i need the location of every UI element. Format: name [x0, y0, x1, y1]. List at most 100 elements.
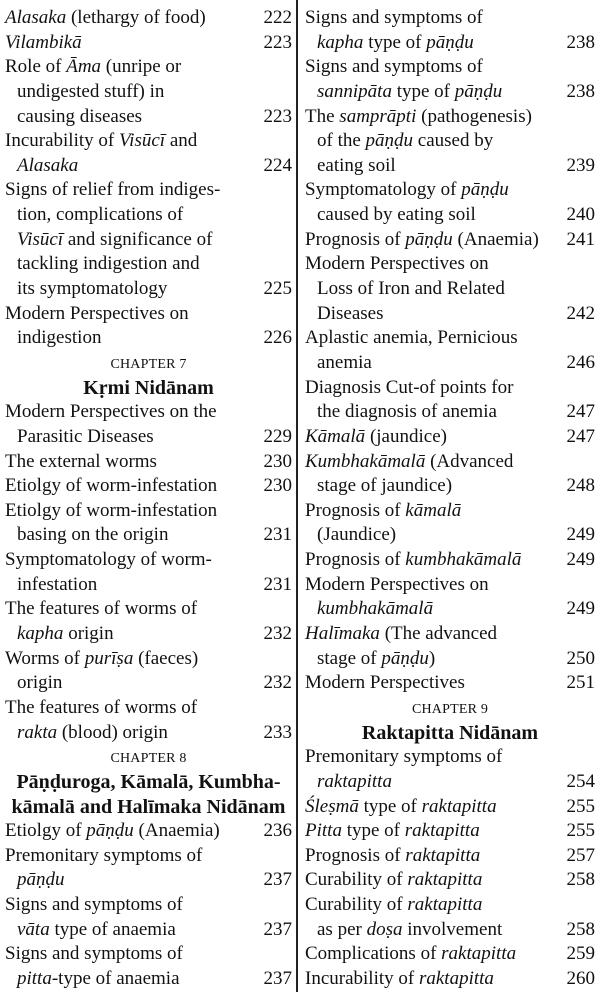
toc-entry: Signs and symptoms of vāta type of anaemi…: [5, 893, 292, 942]
entry-text-italic: pāṇḍu: [461, 179, 509, 201]
page-number: 255: [566, 820, 596, 842]
entry-text: Diagnosis Cut-of points for: [305, 376, 514, 398]
entry-line: The external worms 230: [5, 450, 292, 475]
entry-text: (Anaemia): [133, 820, 220, 842]
entry-text-italic: doṣa: [366, 918, 403, 940]
page-number: 238: [566, 31, 596, 53]
page-number: 251: [566, 672, 596, 694]
entry-text: Parasitic Diseases: [17, 425, 154, 447]
entry-text-italic: Alasaka: [5, 7, 67, 28]
entry-text-italic: pāṇḍu: [381, 647, 429, 669]
entry-line: Premonitary symptoms of: [305, 745, 595, 770]
entry-text: Premonitary symptoms of: [5, 844, 203, 866]
entry-text-italic: purīṣa: [84, 647, 134, 669]
entry-text-italic: sannipāta: [317, 80, 392, 102]
entry-line: kumbhakāmalā 249: [305, 597, 595, 622]
toc-entry: Etiolgy of worm-infestation 230: [5, 474, 292, 499]
page-number: 255: [566, 795, 596, 817]
entry-text: undigested stuff) in: [17, 80, 165, 102]
entry-text: type of: [341, 820, 405, 842]
entry-text: tion, complications of: [17, 204, 184, 226]
entry-text: Signs and symptoms of: [305, 56, 483, 78]
entry-line: indigestion 226: [5, 326, 292, 351]
entry-text-italic: Visūcī: [17, 228, 64, 250]
entry-text: Signs of relief from indiges-: [5, 179, 221, 201]
page-number: 241: [566, 228, 596, 250]
page-number: 232: [263, 672, 293, 694]
entry-text: Modern Perspectives on the: [5, 401, 217, 423]
entry-text-italic: Visūcī: [118, 130, 166, 152]
chapter-label: CHAPTER 8: [110, 751, 187, 767]
toc-entry: The features of worms of rakta (blood) or…: [5, 696, 292, 745]
entry-text-italic: Halīmaka: [305, 623, 380, 645]
toc-entry: Signs and symptoms of sannipāta type of p…: [305, 55, 595, 104]
page-number: 258: [566, 869, 596, 891]
entry-line: Prognosis of kāmalā: [305, 499, 595, 524]
entry-line: Diseases 242: [305, 302, 595, 327]
entry-text: of the: [317, 130, 366, 152]
entry-text: Prognosis of: [305, 499, 406, 521]
entry-text: and: [165, 130, 198, 152]
page-number: 223: [263, 105, 293, 127]
page-number: 242: [566, 302, 596, 324]
entry-text-italic: kumbhakāmalā: [317, 598, 434, 620]
entry-text-italic: pāṇḍu: [17, 869, 65, 891]
entry-line: Modern Perspectives on: [305, 252, 595, 277]
entry-text: the diagnosis of anemia: [317, 401, 497, 423]
toc-entry: Symptomatology of pāṇḍu caused by eating …: [305, 178, 595, 227]
toc-entry: Aplastic anemia, Pernicious anemia 246: [305, 326, 595, 375]
entry-text-italic: kumbhakāmalā: [405, 549, 522, 571]
entry-text: (Advanced: [425, 450, 514, 472]
entry-text: The features of worms of: [5, 598, 198, 620]
toc-entry: Kāmalā (jaundice) 247: [305, 425, 595, 450]
entry-text: eating soil: [317, 154, 396, 176]
chapter-label: CHAPTER 7: [110, 356, 187, 372]
entry-line: The features of worms of: [5, 597, 292, 622]
entry-text-italic: kāmalā: [405, 499, 462, 521]
entry-text: (pathogenesis): [416, 105, 532, 127]
entry-line: Premonitary symptoms of: [5, 844, 292, 869]
entry-line: Signs and symptoms of: [305, 6, 595, 31]
entry-text-italic: raktapitta: [404, 820, 480, 842]
entry-line: undigested stuff) in: [5, 80, 292, 105]
entry-text: Worms of: [5, 647, 85, 669]
entry-text: (lethargy of food): [66, 7, 206, 28]
entry-line: Modern Perspectives 251: [305, 671, 595, 696]
entry-line: Alasaka (lethargy of food) 222: [5, 6, 292, 31]
entry-line: Prognosis of pāṇḍu (Anaemia) 241: [305, 228, 595, 253]
entry-text: anemia: [317, 351, 372, 373]
entry-line: Visūcī and significance of: [5, 228, 292, 253]
entry-text-italic: Alasaka: [17, 154, 79, 176]
entry-line: causing diseases 223: [5, 105, 292, 130]
entry-line: Etiolgy of pāṇḍu (Anaemia) 236: [5, 819, 292, 844]
toc-entry: Modern Perspectives on kumbhakāmalā 249: [305, 573, 595, 622]
page-number: 237: [263, 918, 293, 940]
entry-text: type of anaemia: [49, 918, 176, 940]
toc-entry: Halīmaka (The advanced stage of pāṇḍu) 250: [305, 622, 595, 671]
entry-line: Incurability of Visūcī and: [5, 129, 292, 154]
entry-line: Curability of raktapitta: [305, 893, 595, 918]
entry-line: vāta type of anaemia 237: [5, 918, 292, 943]
page-number: 258: [566, 918, 596, 940]
toc-entry: The features of worms of kapha origin 232: [5, 597, 292, 646]
entry-line: basing on the origin 231: [5, 523, 292, 548]
entry-line: origin 232: [5, 671, 292, 696]
entry-text-italic: samprāpti: [339, 105, 417, 127]
entry-line: Halīmaka (The advanced: [305, 622, 595, 647]
toc-entry: Curability of raktapitta as per doṣa invo…: [305, 893, 595, 942]
toc-entry: Signs and symptoms of pitta-type of anaem…: [5, 942, 292, 991]
page-number: 232: [263, 623, 293, 645]
entry-text: Signs and symptoms of: [5, 943, 183, 965]
entry-text: tackling indigestion and: [17, 253, 200, 275]
entry-line: Prognosis of raktapitta 257: [305, 844, 595, 869]
toc-entry: Etiolgy of worm-infestation basing on the…: [5, 499, 292, 548]
entry-line: Signs and symptoms of: [5, 893, 292, 918]
entry-text: Curability of: [305, 894, 408, 916]
toc-column-left: Alasaka (lethargy of food) 222 Vilambikā 22…: [5, 6, 292, 992]
entry-text-italic: pāṇḍu: [365, 130, 414, 152]
entry-text-italic: kapha: [17, 623, 64, 645]
toc-entry: Premonitary symptoms of raktapitta 254: [305, 745, 595, 794]
entry-line: kapha origin 232: [5, 622, 292, 647]
entry-text-italic: raktapitta: [317, 770, 392, 792]
entry-text: origin: [17, 672, 63, 694]
